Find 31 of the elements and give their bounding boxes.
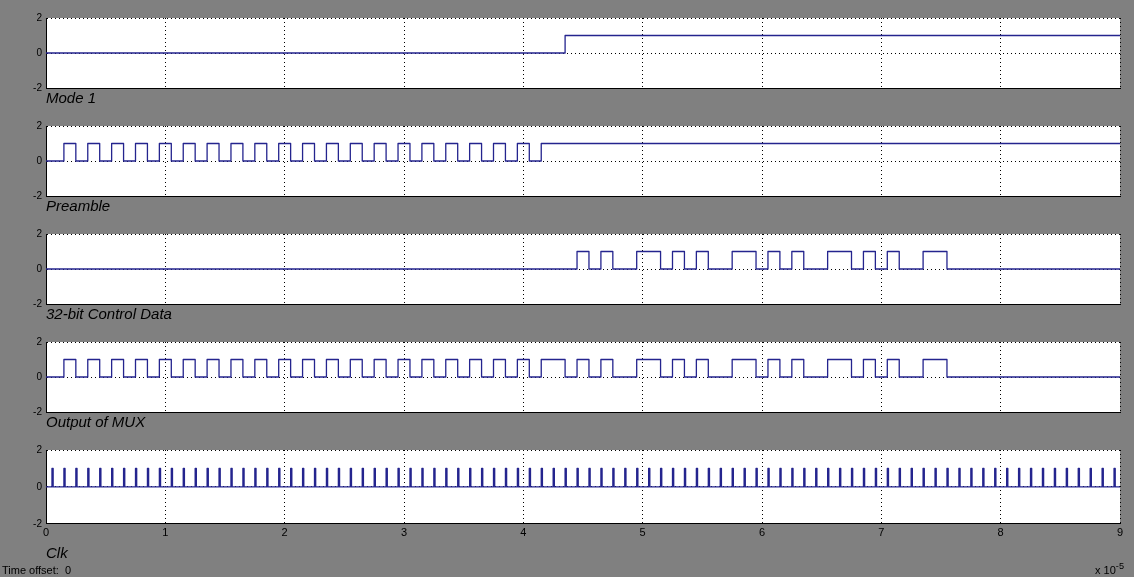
y-tick-label: -2	[33, 189, 43, 201]
x-tick-label: 4	[520, 526, 527, 539]
y-tick-label: -2	[33, 405, 43, 417]
y-tick-label: 2	[36, 119, 43, 131]
x-tick-label: 5	[639, 526, 646, 539]
y-tick-label: 0	[36, 370, 43, 382]
x-tick-label: 6	[758, 526, 766, 539]
x-axis-title: Output of MUX	[46, 413, 147, 431]
x-axis-title: Clk	[46, 544, 70, 562]
x-tick-label: 3	[400, 526, 408, 539]
y-tick-label: 2	[36, 335, 43, 347]
y-tick-label: 2	[36, 443, 43, 455]
y-tick-label: 0	[36, 262, 43, 274]
text: x 10$^{-5}$	[1095, 561, 1124, 576]
x-tick-label: 9	[1116, 526, 1124, 539]
y-tick-label: 2	[36, 227, 43, 239]
x-axis-title: Mode 1	[46, 89, 97, 107]
x-axis-title: 32-bit Control Data	[46, 305, 172, 323]
y-tick-label: -2	[33, 297, 43, 309]
text: Time offset: 0	[2, 564, 72, 576]
y-tick-label: 2	[36, 11, 43, 23]
y-tick-label: 0	[36, 154, 43, 166]
x-tick-label: 2	[281, 526, 288, 539]
x-tick-label: 7	[878, 526, 885, 539]
y-tick-label: -2	[33, 81, 43, 93]
y-tick-label: 0	[36, 480, 43, 492]
x-axis-title: Preamble	[46, 197, 111, 215]
x-tick-label: 8	[997, 526, 1004, 539]
y-tick-label: -2	[33, 517, 43, 529]
y-tick-label: 0	[36, 46, 43, 58]
x-tick-label: 1	[162, 526, 169, 539]
